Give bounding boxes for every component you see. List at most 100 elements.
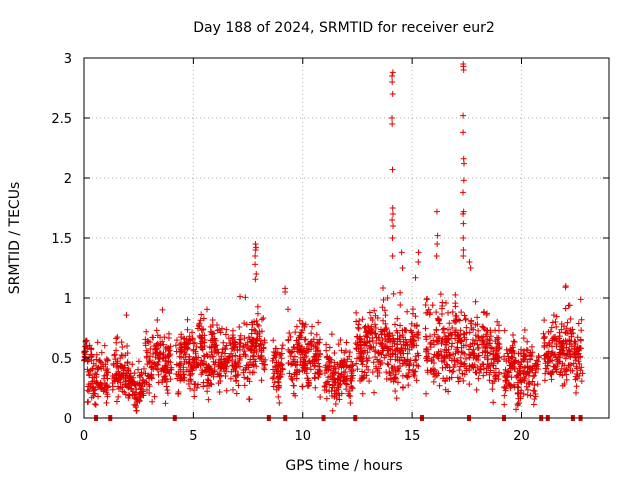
data-point (457, 359, 464, 366)
data-point (208, 331, 215, 338)
data-point (135, 366, 142, 373)
data-point (328, 362, 335, 369)
data-point (460, 253, 467, 259)
y-tick-label: 0 (64, 412, 72, 427)
data-point (181, 349, 188, 356)
data-point (380, 296, 387, 303)
data-point (422, 333, 429, 340)
data-point (342, 380, 349, 387)
data-point (431, 331, 438, 338)
data-point (151, 360, 158, 367)
data-point (313, 345, 320, 352)
data-point (207, 353, 214, 360)
data-point (487, 340, 494, 347)
data-point (384, 360, 391, 367)
data-point (556, 338, 563, 345)
data-point (397, 338, 404, 345)
data-point (197, 317, 204, 324)
data-point (199, 336, 206, 343)
data-point (524, 363, 531, 370)
data-point (490, 399, 497, 406)
data-point (129, 361, 136, 368)
data-point (382, 320, 389, 327)
data-point (411, 372, 418, 379)
data-point (413, 377, 420, 384)
data-point (186, 353, 193, 360)
data-point (101, 372, 108, 379)
data-point (531, 395, 538, 402)
data-point (510, 332, 517, 339)
data-point (125, 365, 132, 372)
data-point (182, 351, 189, 358)
data-point (528, 343, 535, 350)
data-point (177, 375, 184, 382)
data-point (87, 351, 94, 358)
data-point (435, 352, 442, 359)
data-point (466, 367, 473, 374)
data-point (275, 379, 282, 386)
data-point (164, 362, 171, 369)
data-point (241, 335, 248, 342)
data-point (374, 367, 381, 374)
data-point (435, 333, 442, 340)
data-point (369, 335, 376, 342)
data-point (359, 390, 366, 397)
data-point (237, 293, 244, 300)
data-point (520, 335, 527, 342)
data-point (331, 363, 338, 370)
data-point (541, 342, 548, 349)
data-point (578, 316, 585, 323)
data-point (84, 366, 91, 373)
data-point (314, 339, 321, 346)
data-point (324, 378, 331, 385)
data-point (517, 363, 524, 370)
data-point (567, 351, 574, 358)
data-point (442, 335, 449, 342)
data-point (178, 354, 185, 361)
data-point (455, 349, 462, 356)
data-point (454, 357, 461, 364)
data-point (236, 357, 243, 364)
data-point (486, 371, 493, 378)
data-point (362, 332, 369, 339)
data-point (504, 372, 511, 379)
data-point (160, 351, 167, 358)
data-point (476, 370, 483, 377)
data-point (190, 355, 197, 362)
data-point (371, 307, 378, 314)
data-point (562, 355, 569, 362)
data-point (213, 350, 220, 357)
data-point (293, 323, 300, 330)
data-point (410, 306, 417, 313)
data-point (511, 339, 518, 346)
data-point (91, 401, 98, 408)
data-point (198, 357, 205, 364)
data-point (429, 302, 436, 309)
data-point (190, 340, 197, 347)
data-point (390, 223, 397, 229)
data-point (386, 370, 393, 377)
data-point (525, 372, 532, 379)
data-point (359, 348, 366, 355)
data-point (110, 360, 117, 367)
data-point (165, 358, 172, 365)
data-point (460, 247, 467, 253)
data-point (549, 357, 556, 364)
data-point (569, 326, 576, 333)
data-point (440, 325, 447, 332)
data-point (231, 338, 238, 345)
data-point (565, 302, 572, 309)
data-point (327, 356, 334, 363)
data-point (216, 388, 223, 395)
data-point (449, 324, 456, 331)
data-point (346, 387, 353, 394)
data-point (366, 338, 373, 345)
data-point (299, 327, 306, 334)
data-point (323, 341, 330, 348)
data-point (460, 330, 467, 337)
data-point (482, 333, 489, 340)
data-point (303, 353, 310, 360)
data-point (507, 365, 514, 372)
data-point (224, 359, 231, 366)
data-point (483, 369, 490, 376)
